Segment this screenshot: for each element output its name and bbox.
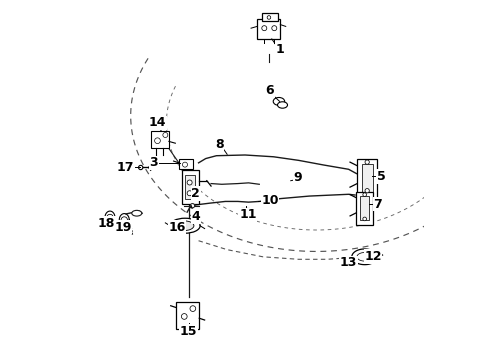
Text: 12: 12 <box>364 250 382 263</box>
Circle shape <box>139 165 143 170</box>
Circle shape <box>121 217 127 223</box>
Ellipse shape <box>277 102 288 108</box>
Text: 19: 19 <box>114 221 131 234</box>
Circle shape <box>187 191 192 196</box>
Circle shape <box>155 138 160 144</box>
Ellipse shape <box>132 210 142 216</box>
Bar <box>185 175 196 199</box>
Ellipse shape <box>170 218 200 233</box>
Circle shape <box>182 162 188 167</box>
Circle shape <box>365 189 369 193</box>
Circle shape <box>163 132 168 138</box>
Bar <box>151 131 169 148</box>
Text: 3: 3 <box>149 156 158 169</box>
Circle shape <box>363 217 367 221</box>
Text: 14: 14 <box>149 116 166 129</box>
Bar <box>356 192 373 225</box>
Bar <box>176 302 199 329</box>
Circle shape <box>181 314 187 319</box>
Text: 7: 7 <box>373 198 382 211</box>
Ellipse shape <box>172 221 194 231</box>
Bar <box>257 19 280 39</box>
Circle shape <box>190 203 195 208</box>
Circle shape <box>107 214 113 221</box>
Circle shape <box>187 180 192 185</box>
Bar <box>243 210 248 218</box>
Text: 8: 8 <box>215 138 223 151</box>
Text: 13: 13 <box>340 256 357 269</box>
Text: 1: 1 <box>276 44 284 57</box>
Text: 5: 5 <box>377 170 386 183</box>
Bar <box>362 164 372 193</box>
Text: 9: 9 <box>294 171 302 184</box>
Text: 17: 17 <box>117 161 134 174</box>
Text: 11: 11 <box>239 208 257 221</box>
Circle shape <box>190 306 196 311</box>
Text: 10: 10 <box>261 194 279 207</box>
Text: 16: 16 <box>169 221 186 234</box>
Text: 15: 15 <box>180 325 197 338</box>
Text: 4: 4 <box>191 210 200 223</box>
Circle shape <box>363 193 367 197</box>
Text: 6: 6 <box>266 84 274 97</box>
Bar <box>360 196 369 220</box>
Text: 2: 2 <box>191 187 200 200</box>
Circle shape <box>272 26 277 31</box>
Bar <box>179 158 193 169</box>
Bar <box>182 170 199 204</box>
Circle shape <box>262 26 267 31</box>
Bar <box>357 158 377 198</box>
Circle shape <box>267 16 270 19</box>
Text: 18: 18 <box>98 217 115 230</box>
Circle shape <box>365 160 369 164</box>
Bar <box>262 13 278 21</box>
Bar <box>242 208 249 219</box>
Ellipse shape <box>273 98 285 105</box>
